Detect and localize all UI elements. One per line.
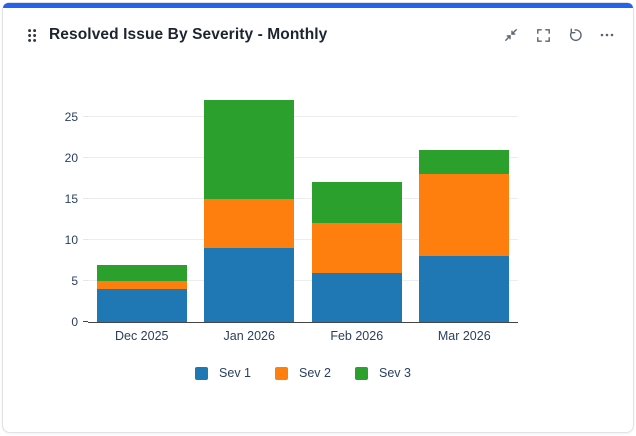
bar-segment-sev3[interactable] (96, 264, 187, 281)
card-accent-bar (3, 3, 633, 8)
legend-swatch (354, 366, 368, 380)
y-tick-mark (83, 279, 88, 281)
y-tick-label: 10 (64, 232, 78, 247)
plot-area: 0 5 10 15 20 25 Dec 2025 Jan 2026 Feb 2026 Mar 20… (65, 92, 518, 343)
y-tick-label: 20 (64, 150, 78, 165)
card-header: Resolved Issue By Severity - Monthly (3, 8, 633, 47)
refresh-icon (567, 27, 583, 43)
x-tick-label: Feb 2026 (330, 329, 384, 343)
bar-segment-sev2[interactable] (96, 280, 187, 290)
legend-item[interactable]: Sev 1 (195, 366, 251, 380)
legend-item[interactable]: Sev 3 (354, 366, 411, 380)
bar-segment-sev1[interactable] (204, 248, 295, 322)
y-tick-label: 15 (64, 191, 78, 206)
x-tick-label: Dec 2025 (114, 329, 169, 343)
legend-swatch (275, 366, 289, 380)
x-tick-label: Jan 2026 (223, 329, 275, 343)
gridline (88, 115, 518, 117)
gridline (88, 238, 518, 240)
fullscreen-button[interactable] (531, 23, 555, 47)
more-options-button[interactable] (595, 23, 619, 47)
bar-segment-sev3[interactable] (204, 100, 295, 199)
more-icon (599, 27, 615, 43)
fullscreen-icon (536, 28, 551, 43)
gridline (88, 279, 518, 281)
y-tick-mark (83, 197, 88, 199)
shrink-icon (503, 27, 519, 43)
legend-item[interactable]: Sev 2 (275, 366, 331, 380)
bar-segment-sev1[interactable] (311, 272, 402, 322)
gridline (88, 197, 518, 199)
x-tick-label: Mar 2026 (437, 329, 491, 343)
collapse-button[interactable] (499, 23, 523, 47)
gridline (88, 156, 518, 158)
legend-label: Sev 3 (378, 366, 411, 380)
y-tick-label: 0 (71, 315, 78, 329)
refresh-button[interactable] (563, 23, 587, 47)
y-tick-mark (83, 156, 88, 158)
bar-segment-sev1[interactable] (419, 256, 510, 322)
legend-label: Sev 1 (219, 366, 252, 380)
bar-segment-sev2[interactable] (419, 174, 510, 257)
card-title: Resolved Issue By Severity - Monthly (49, 26, 328, 43)
bar-segment-sev2[interactable] (311, 223, 402, 273)
bar-segment-sev1[interactable] (96, 289, 187, 322)
legend-swatch (195, 366, 209, 380)
y-tick-mark (83, 115, 88, 117)
bar-segment-sev2[interactable] (204, 198, 295, 249)
y-tick-label: 5 (71, 273, 78, 288)
bar-segment-sev3[interactable] (311, 182, 402, 224)
drag-handle-icon[interactable] (25, 26, 39, 45)
y-tick-label: 25 (64, 109, 78, 124)
legend: Sev 1 Sev 2 Sev 3 (88, 366, 518, 380)
y-tick-mark (83, 238, 88, 240)
bar-segment-sev3[interactable] (419, 149, 510, 175)
card-toolbar (499, 23, 619, 47)
legend-label: Sev 2 (299, 366, 331, 380)
y-tick-mark (83, 320, 88, 322)
